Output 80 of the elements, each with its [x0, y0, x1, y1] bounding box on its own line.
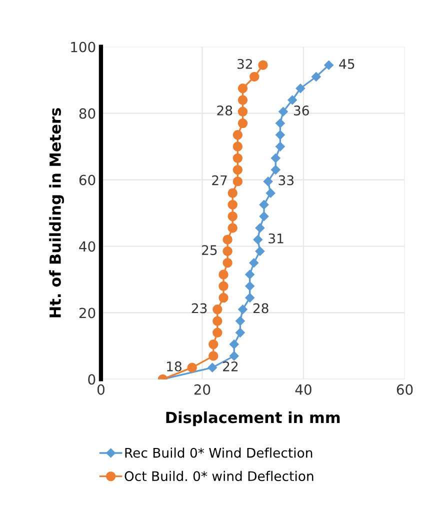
x-tick-label: 60	[396, 384, 413, 395]
annotation: 28	[253, 303, 268, 314]
point	[232, 164, 243, 175]
point	[228, 223, 238, 233]
y-tick-label: 20	[79, 308, 96, 318]
annotation: 31	[268, 233, 284, 244]
point	[218, 281, 228, 291]
point	[276, 118, 285, 128]
point	[212, 328, 222, 338]
x-tick-label: 20	[194, 384, 210, 395]
y-axis-title: Ht. of Building in Meters	[49, 108, 64, 318]
point	[208, 362, 217, 372]
annotation: 23	[192, 303, 207, 314]
point	[249, 258, 258, 268]
point	[238, 118, 248, 128]
legend-label: Oct Build. 0* wind Deflection	[124, 470, 314, 482]
point	[232, 142, 243, 152]
point	[271, 165, 280, 174]
annotation: 22	[223, 361, 238, 372]
point	[238, 95, 248, 105]
point	[258, 60, 268, 70]
point	[238, 106, 248, 117]
annotation: 45	[339, 59, 354, 69]
point	[222, 258, 232, 268]
point	[230, 351, 239, 361]
point	[222, 246, 232, 256]
point	[255, 223, 265, 233]
point	[245, 293, 254, 302]
point	[238, 84, 248, 94]
annotation: 27	[212, 175, 227, 186]
point	[245, 282, 254, 291]
x-tick-label: 40	[295, 384, 312, 395]
y-tick-label: 100	[71, 42, 96, 52]
point	[296, 84, 306, 93]
point	[232, 130, 243, 140]
y-tick-label: 60	[79, 174, 96, 186]
point	[218, 292, 228, 303]
point	[187, 362, 197, 372]
y-tick-label: 40	[79, 241, 96, 252]
point	[250, 72, 260, 82]
annotation: 25	[202, 245, 217, 256]
x-tick-label: 0	[97, 384, 104, 395]
point	[208, 351, 218, 361]
y-tick-label: 0	[88, 374, 96, 385]
point	[232, 153, 243, 164]
point	[228, 211, 238, 222]
point	[232, 176, 243, 186]
point	[271, 154, 280, 163]
point	[222, 234, 232, 244]
point	[208, 339, 218, 350]
point	[259, 200, 269, 210]
annotation: 32	[237, 58, 252, 69]
point	[218, 270, 228, 280]
point	[228, 200, 238, 210]
point	[276, 142, 285, 152]
point	[263, 176, 273, 186]
annotation: 33	[278, 175, 294, 186]
point	[238, 304, 248, 314]
point	[266, 188, 276, 198]
point	[212, 304, 222, 314]
annotation: 28	[217, 105, 232, 116]
point	[228, 188, 238, 198]
point	[278, 107, 288, 116]
point	[253, 234, 263, 244]
point	[230, 340, 239, 349]
point	[259, 212, 269, 221]
point	[312, 72, 321, 82]
point	[288, 95, 297, 105]
point	[236, 316, 245, 326]
annotation: 36	[294, 105, 309, 116]
annotation: 18	[167, 361, 182, 372]
point	[236, 328, 245, 338]
x-axis-title: Displacement in mm	[166, 411, 340, 426]
point	[324, 60, 334, 70]
y-tick-label: 80	[79, 108, 96, 119]
point	[255, 246, 265, 256]
legend-label: Rec Build 0* Wind Deflection	[125, 448, 312, 458]
point	[212, 316, 222, 326]
point	[276, 130, 285, 140]
point	[245, 270, 254, 280]
